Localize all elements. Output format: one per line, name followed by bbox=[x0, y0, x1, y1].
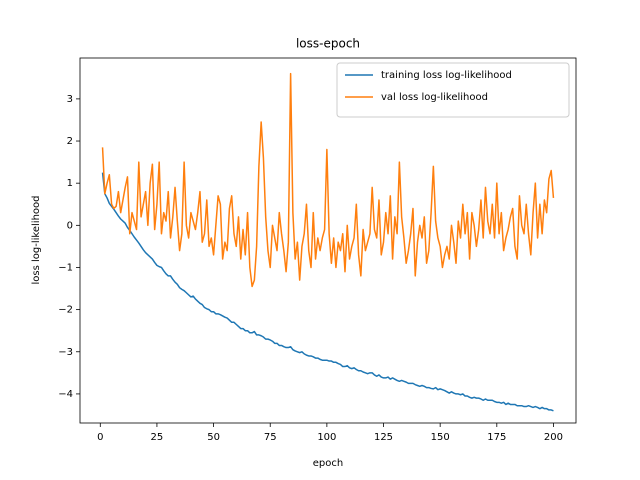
x-tick-label: 175 bbox=[487, 432, 506, 443]
x-tick-label: 0 bbox=[97, 432, 103, 443]
y-tick-label: −3 bbox=[58, 347, 73, 358]
x-tick-label: 75 bbox=[264, 432, 277, 443]
y-tick-label: 0 bbox=[67, 220, 73, 231]
x-tick-label: 100 bbox=[317, 432, 336, 443]
chart-title: loss-epoch bbox=[296, 37, 360, 51]
y-axis-label: loss log-likelihood bbox=[31, 196, 42, 285]
y-tick-label: 2 bbox=[67, 136, 73, 147]
legend-label: training loss log-likelihood bbox=[381, 70, 512, 81]
y-tick-label: −2 bbox=[58, 305, 73, 316]
x-tick-label: 150 bbox=[431, 432, 450, 443]
series-line bbox=[101, 172, 554, 412]
legend-label: val loss log-likelihood bbox=[381, 92, 488, 103]
x-tick-label: 25 bbox=[151, 432, 164, 443]
x-tick-label: 200 bbox=[544, 432, 563, 443]
x-tick-label: 125 bbox=[374, 432, 393, 443]
legend-box bbox=[336, 62, 570, 118]
plot-frame bbox=[79, 57, 577, 424]
x-axis-label: epoch bbox=[313, 458, 343, 469]
y-tick-label: −4 bbox=[58, 389, 73, 400]
y-tick-label: 1 bbox=[67, 178, 73, 189]
series-line bbox=[101, 72, 555, 288]
x-tick-label: 50 bbox=[207, 432, 220, 443]
y-tick-label: −1 bbox=[58, 262, 73, 273]
y-tick-label: 3 bbox=[67, 94, 73, 105]
